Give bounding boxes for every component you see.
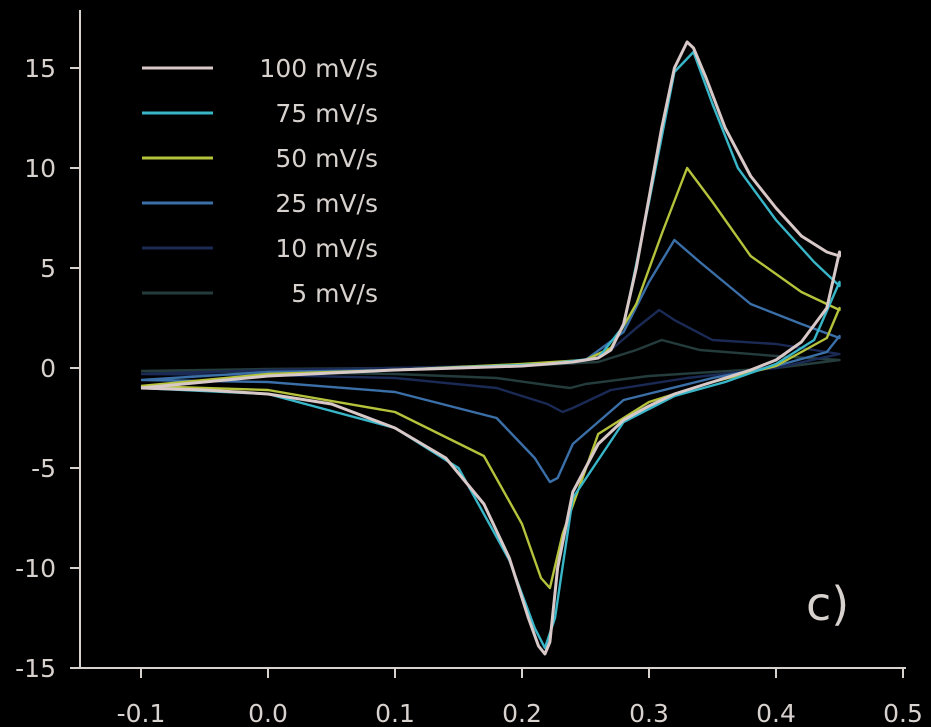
x-tick-label: 0.3: [629, 699, 669, 727]
legend: 100 mV/s 75 mV/s 50 mV/s 25 mV/s 10 mV/s 5 mV…: [142, 54, 378, 308]
panel-label: c): [806, 577, 849, 631]
y-ticks: 15 10 5 0 -5 -10 -15: [15, 54, 80, 683]
series-line-100-mv-s: [140, 40, 841, 656]
y-tick-label: 0: [40, 354, 56, 383]
legend-label: 75 mV/s: [275, 99, 378, 128]
series-line-10-mv-s: [140, 308, 841, 414]
x-tick-label: 0.5: [883, 699, 923, 727]
legend-label: 25 mV/s: [275, 189, 378, 218]
x-tick-label: -0.1: [117, 699, 166, 727]
x-ticks: -0.1 0.0 0.1 0.2 0.3 0.4 0.5: [117, 668, 923, 727]
x-tick-label: 0.1: [375, 699, 415, 727]
legend-label: 10 mV/s: [275, 234, 378, 263]
series-line-25-mv-s: [140, 238, 841, 484]
legend-label: 50 mV/s: [275, 144, 378, 173]
axes: [79, 10, 906, 669]
y-tick-label: -10: [15, 554, 56, 583]
y-tick-label: -5: [31, 454, 56, 483]
series-line-75-mv-s: [140, 50, 841, 650]
y-tick-label: -15: [15, 654, 56, 683]
legend-label: 100 mV/s: [259, 54, 378, 83]
x-tick-label: 0.2: [502, 699, 542, 727]
y-tick-label: 10: [24, 154, 56, 183]
x-tick-label: 0.0: [248, 699, 288, 727]
y-tick-label: 15: [24, 54, 56, 83]
series-layer: [140, 40, 841, 656]
x-tick-label: 0.4: [756, 699, 796, 727]
series-line-50-mv-s: [140, 166, 841, 590]
y-tick-label: 5: [40, 254, 56, 283]
legend-label: 5 mV/s: [291, 279, 378, 308]
